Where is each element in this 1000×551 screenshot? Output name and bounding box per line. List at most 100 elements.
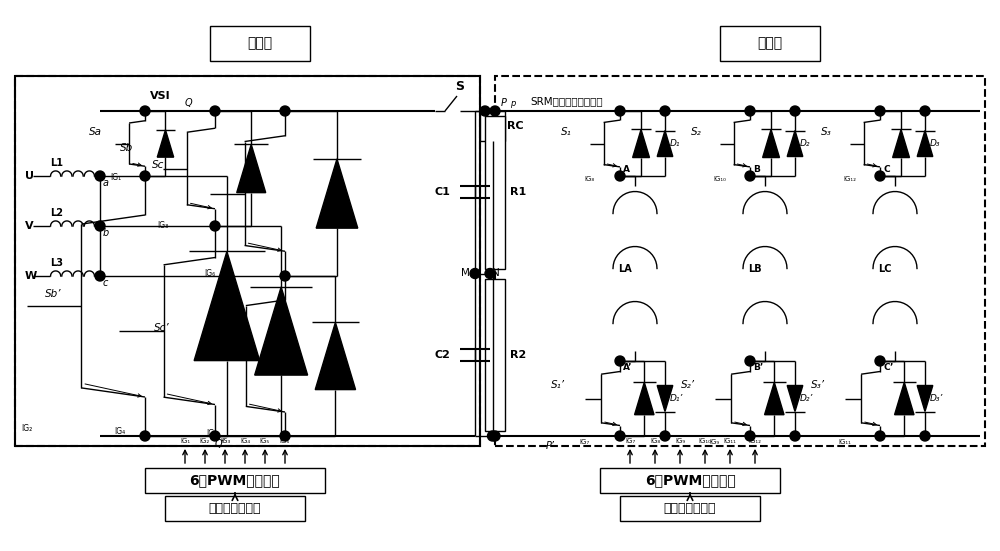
Polygon shape [895, 382, 914, 415]
Text: B: B [753, 165, 760, 174]
Text: SRM不对称半桥主电路: SRM不对称半桥主电路 [530, 96, 603, 106]
Text: M: M [461, 268, 470, 278]
Polygon shape [633, 129, 649, 158]
Circle shape [745, 171, 755, 181]
Text: D₁: D₁ [670, 139, 680, 148]
Bar [720, 26, 820, 61]
Text: IG₄: IG₄ [240, 438, 250, 444]
Text: c: c [103, 278, 108, 288]
Text: IG₂: IG₂ [21, 424, 32, 433]
Circle shape [210, 431, 220, 441]
Bar [15, 76, 480, 446]
Circle shape [490, 106, 500, 116]
Text: IG₈: IG₈ [585, 176, 595, 182]
Text: P: P [501, 98, 507, 108]
Text: S₂’: S₂’ [681, 380, 695, 390]
Text: S₂: S₂ [691, 127, 702, 137]
Circle shape [485, 268, 495, 278]
Text: RC: RC [507, 121, 524, 131]
Text: IG₁₁: IG₁₁ [724, 438, 736, 444]
Polygon shape [157, 130, 174, 157]
Text: IG₃: IG₃ [157, 221, 168, 230]
Text: 6路PWM脉冲信号: 6路PWM脉冲信号 [645, 473, 735, 488]
Text: LB: LB [748, 263, 762, 273]
Circle shape [95, 171, 105, 181]
Circle shape [280, 431, 290, 441]
Text: S: S [456, 80, 464, 93]
Text: W: W [25, 271, 37, 281]
Circle shape [745, 431, 755, 441]
Circle shape [490, 431, 500, 441]
Bar [480, 111, 505, 141]
Circle shape [615, 171, 625, 181]
Text: C2: C2 [434, 350, 450, 360]
Text: LC: LC [879, 263, 892, 273]
Text: R1: R1 [510, 187, 526, 197]
Text: D₂’: D₂’ [800, 394, 813, 403]
Text: A: A [623, 165, 630, 174]
Text: IG₁₂: IG₁₂ [843, 176, 856, 182]
Text: S₁: S₁ [561, 127, 572, 137]
Bar [165, 496, 305, 521]
Circle shape [920, 106, 930, 116]
Text: 6路PWM脉冲信号: 6路PWM脉冲信号 [190, 473, 280, 488]
Text: Q’: Q’ [215, 439, 225, 449]
Bar [210, 26, 310, 61]
Text: IG₇: IG₇ [625, 438, 635, 444]
Text: Sc: Sc [152, 160, 164, 170]
Text: IG₆: IG₆ [280, 438, 290, 444]
Bar [485, 278, 505, 431]
Circle shape [875, 431, 885, 441]
Circle shape [470, 268, 480, 278]
Text: b: b [103, 228, 109, 238]
Text: IG₉: IG₉ [710, 439, 720, 445]
Text: IG₁: IG₁ [180, 438, 190, 444]
Circle shape [140, 171, 150, 181]
Circle shape [660, 431, 670, 441]
Circle shape [790, 431, 800, 441]
Text: 整流器: 整流器 [247, 36, 273, 51]
Circle shape [210, 106, 220, 116]
Text: S₃: S₃ [821, 127, 832, 137]
Circle shape [140, 431, 150, 441]
Polygon shape [917, 131, 933, 156]
Bar [495, 76, 985, 446]
Text: VSI: VSI [150, 91, 170, 101]
Text: P’: P’ [546, 441, 554, 451]
Text: D₃’: D₃’ [930, 394, 943, 403]
Text: IG₁: IG₁ [110, 173, 121, 182]
Polygon shape [787, 386, 803, 412]
Circle shape [280, 106, 290, 116]
Text: S₃’: S₃’ [811, 380, 825, 390]
Text: 逆变器: 逆变器 [757, 36, 783, 51]
Text: D₃: D₃ [930, 139, 940, 148]
Text: LA: LA [618, 263, 632, 273]
Circle shape [280, 271, 290, 281]
Circle shape [140, 106, 150, 116]
Text: C: C [883, 165, 890, 174]
Circle shape [615, 431, 625, 441]
Polygon shape [255, 287, 308, 375]
Polygon shape [194, 251, 260, 360]
Polygon shape [657, 386, 673, 412]
Circle shape [210, 221, 220, 231]
Text: L3: L3 [50, 258, 63, 268]
Text: N: N [492, 268, 500, 278]
Circle shape [875, 171, 885, 181]
Text: Sb’: Sb’ [45, 289, 62, 299]
Polygon shape [315, 322, 356, 390]
Text: Sb: Sb [120, 143, 133, 153]
Polygon shape [316, 159, 358, 228]
Text: B’: B’ [753, 363, 763, 372]
Bar [600, 468, 780, 493]
Text: IG₃: IG₃ [220, 438, 230, 444]
Text: IG₄: IG₄ [114, 426, 125, 435]
Text: Sc’: Sc’ [154, 323, 170, 333]
Text: A’: A’ [623, 363, 633, 372]
Polygon shape [237, 144, 266, 193]
Bar [15, 76, 480, 446]
Circle shape [95, 221, 105, 231]
Text: D₂: D₂ [800, 139, 810, 148]
Circle shape [488, 431, 498, 441]
Text: IG₁₀: IG₁₀ [713, 176, 726, 182]
